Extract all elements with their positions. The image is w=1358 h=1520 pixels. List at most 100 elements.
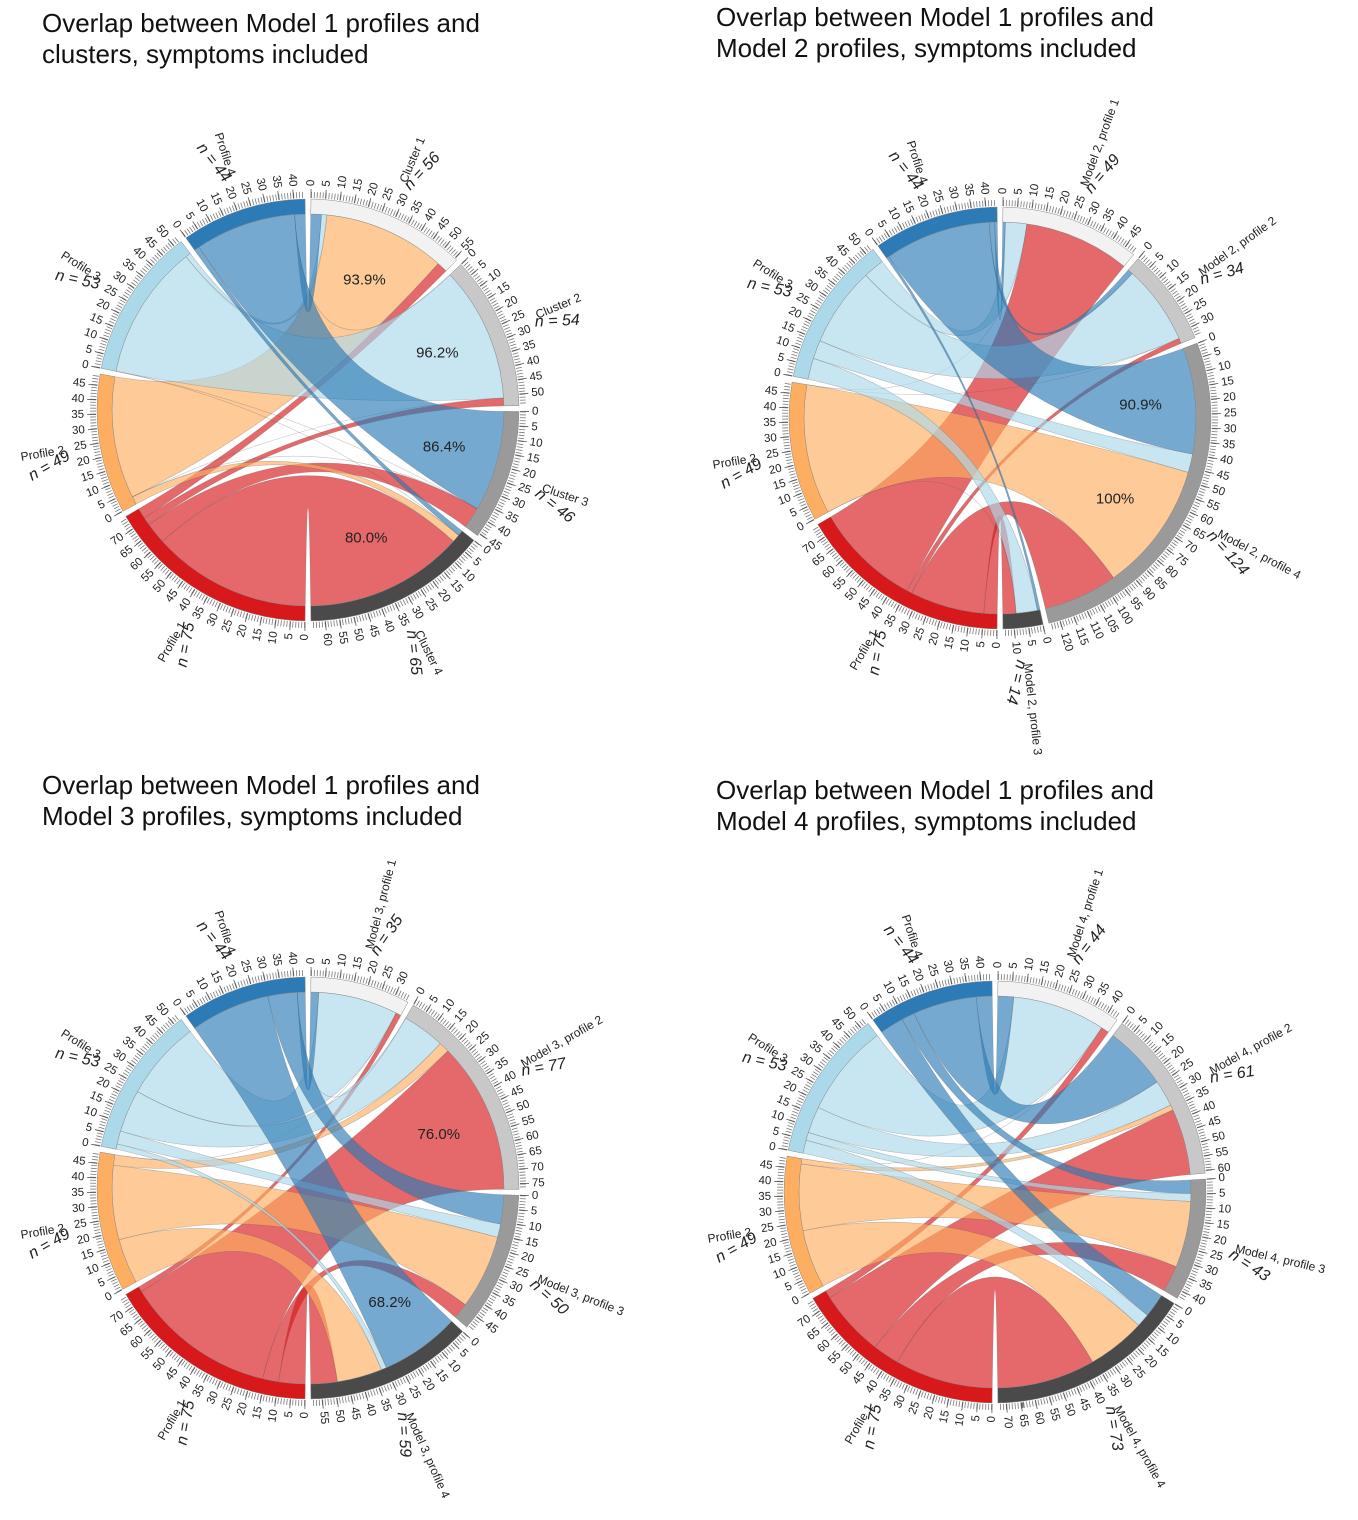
- tick-mark: [367, 197, 372, 207]
- tick-mark: [135, 270, 144, 278]
- tick-label: 15: [1175, 270, 1192, 287]
- tick-mark: [1168, 283, 1176, 290]
- tick-mark: [1100, 223, 1106, 232]
- tick-mark: [507, 482, 516, 487]
- sector-arc: [310, 1320, 464, 1400]
- tick-mark: [917, 1390, 922, 1400]
- tick-mark: [1107, 1004, 1114, 1013]
- tick-mark: [94, 351, 104, 355]
- tick-label: 35: [763, 417, 776, 429]
- tick-label: 15: [1038, 960, 1052, 975]
- tick-mark: [852, 1353, 859, 1362]
- tick-mark: [820, 1322, 829, 1329]
- tick-label: 40: [1190, 1292, 1207, 1309]
- sector-arc: [792, 249, 883, 380]
- tick-label: 10: [1217, 359, 1232, 374]
- tick-label: 65: [1017, 1414, 1030, 1428]
- tick-label: 15: [452, 1007, 469, 1025]
- tick-label: 45: [759, 1159, 773, 1172]
- minor-ticks: [310, 1332, 468, 1406]
- group-n-label: n = 65: [403, 629, 425, 676]
- tick-label: 60: [128, 1334, 146, 1351]
- tick-label: 5: [84, 343, 93, 356]
- tick-label: 25: [789, 1065, 806, 1082]
- tick-label: 45: [482, 1319, 499, 1336]
- tick-mark: [454, 250, 462, 258]
- tick-mark: [857, 579, 864, 588]
- tick-label: 15: [1220, 375, 1235, 389]
- tick-mark: [177, 1358, 184, 1367]
- tick-label: 30: [941, 959, 955, 974]
- tick-label: 15: [1153, 1342, 1171, 1360]
- tick-label: 10: [1028, 183, 1042, 197]
- tick-mark: [979, 971, 981, 981]
- sector-arc: [125, 508, 306, 622]
- tick-label: 70: [531, 1161, 545, 1174]
- tick-label: 10: [529, 436, 543, 450]
- tick-mark: [233, 201, 238, 211]
- tick-mark: [143, 1329, 151, 1337]
- tick-mark: [1114, 1366, 1121, 1375]
- tick-label: 5: [428, 993, 442, 1005]
- tick-mark: [1148, 1338, 1156, 1345]
- sector-arc: [1112, 1023, 1206, 1175]
- tick-label: 35: [957, 957, 971, 971]
- tick-label: 55: [1215, 1146, 1230, 1160]
- tick-label: 40: [1219, 453, 1234, 467]
- tick-mark: [325, 621, 327, 631]
- tick-mark: [244, 613, 249, 623]
- tick-label: 10: [1163, 1331, 1181, 1348]
- tick-label: 0: [1125, 1004, 1138, 1016]
- tick-label: 30: [1082, 974, 1098, 991]
- tick-label: 20: [235, 623, 250, 639]
- percent-label: 93.9%: [343, 272, 386, 289]
- tick-mark: [133, 1318, 142, 1325]
- tick-mark: [1191, 1110, 1201, 1115]
- tick-label: 25: [73, 439, 88, 453]
- tick-mark: [813, 1065, 822, 1071]
- tick-label: 25: [1179, 1057, 1196, 1074]
- tick-mark: [936, 621, 941, 631]
- percent-label: 76.0%: [418, 1126, 461, 1143]
- tick-mark: [517, 377, 527, 380]
- tick-label: 45: [529, 370, 543, 384]
- tick-mark: [1095, 997, 1101, 1006]
- tick-mark: [786, 359, 796, 363]
- tick-mark: [1188, 1277, 1198, 1283]
- tick-label: 20: [94, 1075, 111, 1092]
- tick-label: 30: [802, 277, 819, 294]
- tick-label: 40: [973, 955, 986, 969]
- tick-mark: [484, 1304, 493, 1310]
- tick-mark: [492, 1291, 501, 1298]
- tick-label: 5: [183, 210, 197, 222]
- tick-mark: [793, 493, 802, 497]
- tick-mark: [1089, 1381, 1095, 1390]
- tick-mark: [517, 1152, 527, 1156]
- tick-mark: [322, 1399, 324, 1409]
- tick-mark: [1126, 1357, 1133, 1366]
- tick-label: 30: [1223, 423, 1236, 436]
- tick-label: 50: [351, 627, 365, 642]
- tick-mark: [339, 969, 342, 979]
- tick-mark: [791, 1104, 801, 1109]
- tick-mark: [1087, 610, 1092, 620]
- tick-label: 25: [1073, 194, 1089, 210]
- tick-label: 60: [320, 633, 333, 647]
- tick-mark: [216, 602, 221, 612]
- tick-mark: [835, 559, 843, 567]
- tick-label: 35: [500, 1293, 517, 1310]
- tick-mark: [1138, 250, 1145, 258]
- tick-label: 115: [1073, 626, 1091, 647]
- tick-label: 30: [110, 1047, 127, 1064]
- chord: [874, 1242, 1177, 1363]
- tick-label: 20: [1223, 391, 1237, 404]
- tick-mark: [774, 1210, 784, 1213]
- tick-mark: [1049, 1396, 1053, 1406]
- tick-label: 10: [958, 639, 972, 653]
- tick-label: 40: [495, 523, 512, 540]
- tick-mark: [519, 425, 529, 428]
- tick-mark: [812, 1310, 820, 1317]
- tick-mark: [202, 1374, 208, 1383]
- tick-label: 5: [1173, 1318, 1185, 1331]
- tick-mark: [506, 1109, 515, 1113]
